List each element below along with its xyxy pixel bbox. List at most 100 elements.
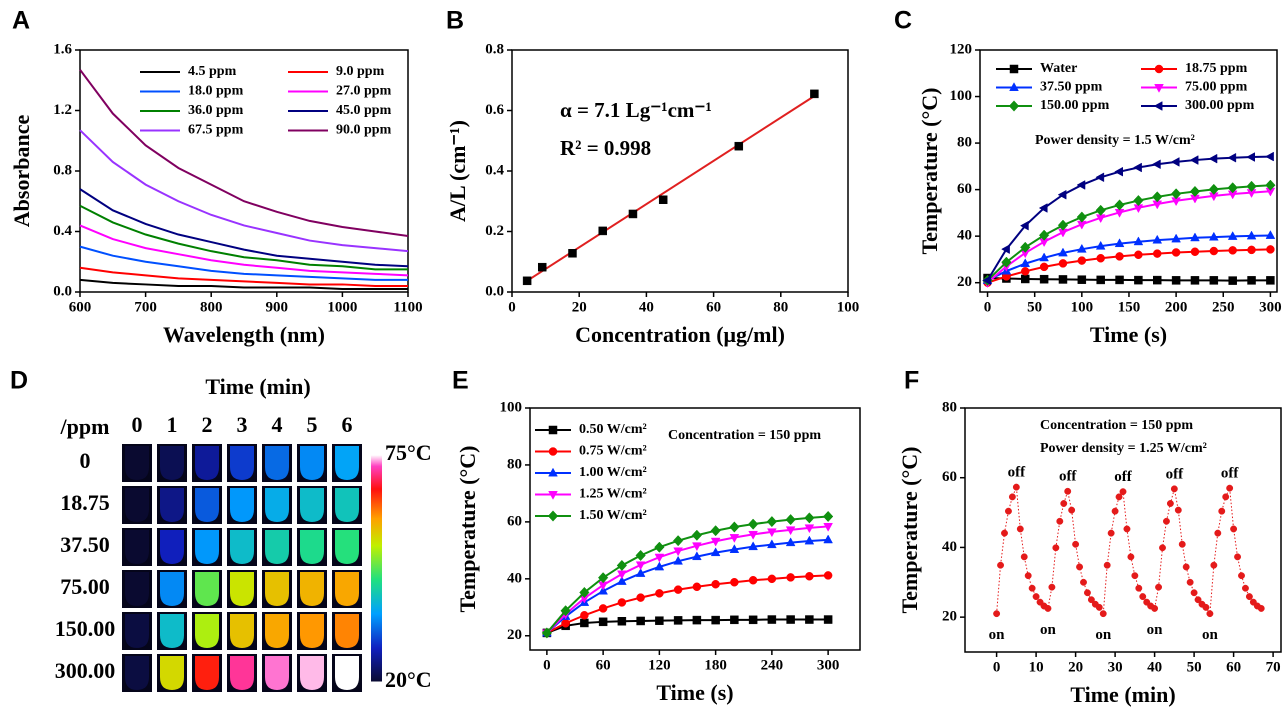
marker	[691, 529, 703, 541]
marker	[711, 579, 720, 589]
marker	[786, 615, 795, 624]
panel-label: A	[12, 7, 30, 35]
marker	[1228, 246, 1237, 255]
marker	[1208, 183, 1219, 195]
y-tick-label: 60	[507, 513, 522, 529]
marker	[1246, 230, 1257, 240]
tube-cell	[265, 614, 289, 648]
x-tick-label: 900	[266, 299, 289, 315]
marker	[1107, 529, 1115, 537]
marker	[1190, 232, 1200, 242]
marker	[1084, 589, 1091, 597]
x-tick-label: 800	[200, 299, 223, 315]
plot-frame	[529, 407, 861, 651]
marker	[560, 605, 571, 617]
marker	[692, 615, 702, 625]
marker	[1245, 593, 1253, 601]
marker	[1039, 252, 1049, 262]
y-tick-label: 60	[942, 469, 957, 485]
legend-label: 45.0 ppm	[336, 103, 392, 118]
legend-label: 18.75 ppm	[1185, 61, 1248, 76]
x-tick-label: 0	[984, 299, 992, 315]
marker	[1008, 100, 1020, 112]
y-axis-label: Temperature (°C)	[917, 87, 942, 254]
tube-cell	[335, 572, 359, 606]
marker	[1242, 584, 1249, 592]
marker	[767, 574, 777, 584]
marker	[993, 610, 1001, 618]
marker	[1058, 247, 1068, 257]
marker	[1246, 152, 1255, 162]
legend-label: 0.75 W/cm²	[579, 444, 647, 459]
marker	[548, 491, 558, 500]
marker	[1170, 188, 1182, 200]
series-line	[79, 245, 408, 281]
marker	[1087, 596, 1095, 604]
colorbar-label: 20°C	[385, 667, 432, 692]
marker	[673, 616, 683, 625]
tube-cell	[335, 656, 359, 690]
marker	[1190, 276, 1200, 285]
tube-cell	[230, 572, 254, 606]
marker	[1139, 593, 1147, 601]
marker	[1266, 276, 1275, 285]
y-tick-label: 0.0	[53, 283, 72, 299]
marker	[1077, 243, 1087, 253]
series-line	[79, 188, 409, 268]
marker	[767, 615, 777, 624]
marker	[785, 537, 796, 547]
marker	[1115, 493, 1123, 501]
marker	[1057, 189, 1067, 200]
marker	[1153, 275, 1162, 285]
marker	[654, 561, 665, 571]
x-tick-label: 120	[648, 657, 671, 673]
y-tick-label: 20	[507, 627, 522, 643]
marker	[692, 582, 702, 592]
marker	[635, 549, 646, 562]
marker	[1020, 553, 1028, 561]
marker	[1190, 247, 1200, 256]
tube-cell	[265, 530, 289, 564]
tube-cell	[265, 446, 289, 480]
marker	[1133, 236, 1144, 246]
marker	[710, 525, 721, 537]
x-axis-label: Time (min)	[1070, 682, 1175, 707]
x-axis-label: Time (s)	[656, 680, 733, 705]
marker	[672, 535, 684, 547]
marker	[785, 514, 796, 526]
y-tick-label: 40	[507, 570, 522, 586]
marker	[1247, 245, 1256, 255]
marker	[1265, 179, 1276, 191]
x-tick-label: 0	[543, 657, 551, 673]
y-tick-label: 60	[957, 181, 972, 197]
panel-label: D	[10, 367, 28, 395]
marker	[1032, 593, 1040, 601]
y-tick-label: 1.6	[53, 41, 72, 57]
series-line	[79, 224, 409, 277]
tube-cell	[300, 572, 324, 606]
marker	[1008, 493, 1016, 501]
row-label: 37.50	[60, 532, 110, 557]
marker	[1009, 82, 1019, 91]
tube-cell	[230, 656, 254, 690]
marker	[636, 593, 645, 602]
tube-cell	[195, 656, 219, 690]
x-tick-label: 60	[596, 657, 611, 673]
marker	[1114, 166, 1123, 177]
legend-label: 37.50 ppm	[1040, 80, 1103, 95]
marker	[522, 276, 532, 286]
marker	[1170, 157, 1180, 167]
legend-label: 75.00 ppm	[1185, 80, 1248, 95]
marker	[655, 589, 664, 598]
marker	[1227, 152, 1237, 163]
marker	[1238, 572, 1245, 580]
marker	[804, 512, 815, 524]
colorbar	[371, 455, 382, 682]
marker	[1210, 561, 1218, 569]
valley-label: on	[989, 627, 1006, 643]
marker	[1171, 233, 1181, 243]
valley-label: on	[1202, 627, 1219, 643]
y-tick-label: 40	[957, 228, 972, 244]
marker	[734, 141, 744, 151]
